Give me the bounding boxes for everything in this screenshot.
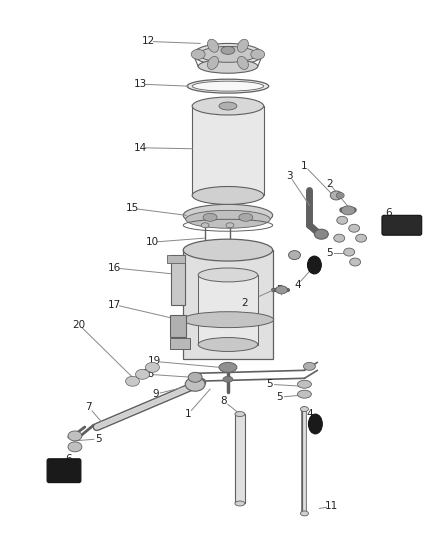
- Ellipse shape: [183, 204, 273, 226]
- Text: 16: 16: [108, 263, 121, 273]
- Text: 2: 2: [326, 179, 332, 189]
- Text: 5: 5: [276, 392, 283, 402]
- FancyBboxPatch shape: [170, 337, 190, 350]
- Text: 10: 10: [146, 237, 159, 247]
- Text: 11: 11: [325, 502, 338, 512]
- Text: 14: 14: [134, 143, 147, 153]
- Text: 4: 4: [306, 409, 313, 419]
- Ellipse shape: [350, 258, 360, 266]
- Ellipse shape: [188, 373, 202, 382]
- Ellipse shape: [251, 50, 265, 59]
- FancyBboxPatch shape: [183, 250, 273, 359]
- Ellipse shape: [344, 248, 355, 256]
- Ellipse shape: [239, 213, 253, 221]
- Text: 2: 2: [241, 298, 248, 308]
- Ellipse shape: [304, 362, 315, 370]
- Text: 9: 9: [152, 389, 159, 399]
- FancyBboxPatch shape: [382, 215, 422, 235]
- Ellipse shape: [198, 337, 258, 351]
- Ellipse shape: [300, 511, 308, 516]
- Ellipse shape: [314, 229, 328, 239]
- Ellipse shape: [297, 380, 311, 388]
- Ellipse shape: [201, 223, 209, 228]
- Ellipse shape: [334, 234, 345, 242]
- Ellipse shape: [237, 39, 248, 52]
- Ellipse shape: [198, 59, 258, 73]
- Ellipse shape: [237, 56, 248, 69]
- Ellipse shape: [349, 224, 360, 232]
- Ellipse shape: [300, 407, 308, 411]
- Text: 5: 5: [266, 379, 273, 389]
- Ellipse shape: [330, 191, 342, 200]
- Ellipse shape: [336, 192, 344, 198]
- Ellipse shape: [307, 256, 321, 274]
- Ellipse shape: [192, 187, 264, 204]
- Ellipse shape: [145, 362, 159, 373]
- FancyBboxPatch shape: [171, 255, 185, 305]
- Ellipse shape: [208, 39, 219, 52]
- Text: 7: 7: [85, 402, 92, 412]
- Ellipse shape: [208, 56, 219, 69]
- Text: 18: 18: [142, 369, 155, 379]
- Ellipse shape: [191, 50, 205, 59]
- Ellipse shape: [192, 97, 264, 115]
- Ellipse shape: [193, 43, 263, 65]
- Text: 5: 5: [326, 248, 332, 258]
- Ellipse shape: [289, 251, 300, 260]
- Text: 6: 6: [66, 454, 72, 464]
- Ellipse shape: [337, 216, 348, 224]
- FancyBboxPatch shape: [198, 275, 258, 344]
- Ellipse shape: [68, 442, 82, 452]
- Ellipse shape: [182, 312, 274, 328]
- Text: 5: 5: [276, 285, 283, 295]
- Ellipse shape: [199, 46, 257, 62]
- Text: 8: 8: [221, 396, 227, 406]
- Ellipse shape: [341, 206, 355, 215]
- Ellipse shape: [308, 414, 322, 434]
- Text: 1: 1: [185, 409, 191, 419]
- Ellipse shape: [223, 376, 233, 382]
- FancyBboxPatch shape: [47, 459, 81, 482]
- Ellipse shape: [235, 411, 245, 417]
- Ellipse shape: [356, 234, 367, 242]
- Text: 17: 17: [108, 300, 121, 310]
- FancyBboxPatch shape: [235, 414, 245, 504]
- Ellipse shape: [235, 501, 245, 506]
- Text: 15: 15: [126, 204, 139, 213]
- Ellipse shape: [187, 79, 268, 93]
- Text: 1: 1: [301, 160, 308, 171]
- FancyBboxPatch shape: [192, 106, 264, 196]
- Text: 4: 4: [294, 280, 301, 290]
- Ellipse shape: [198, 268, 258, 282]
- Text: 5: 5: [95, 434, 102, 444]
- Ellipse shape: [186, 211, 270, 228]
- Ellipse shape: [126, 376, 140, 386]
- Ellipse shape: [297, 390, 311, 398]
- Text: 13: 13: [134, 79, 147, 89]
- Ellipse shape: [219, 102, 237, 110]
- Text: 6: 6: [385, 208, 392, 219]
- Text: 12: 12: [142, 36, 155, 46]
- Ellipse shape: [185, 377, 205, 391]
- Ellipse shape: [183, 239, 273, 261]
- Ellipse shape: [203, 213, 217, 221]
- Ellipse shape: [221, 46, 235, 54]
- Ellipse shape: [226, 223, 234, 228]
- Ellipse shape: [276, 286, 288, 294]
- Ellipse shape: [135, 369, 149, 379]
- Ellipse shape: [192, 81, 264, 91]
- Ellipse shape: [219, 362, 237, 373]
- FancyBboxPatch shape: [170, 314, 186, 336]
- Ellipse shape: [68, 431, 82, 441]
- Text: 3: 3: [286, 171, 293, 181]
- FancyBboxPatch shape: [167, 255, 185, 263]
- Text: 20: 20: [72, 320, 85, 329]
- Text: 19: 19: [148, 357, 161, 366]
